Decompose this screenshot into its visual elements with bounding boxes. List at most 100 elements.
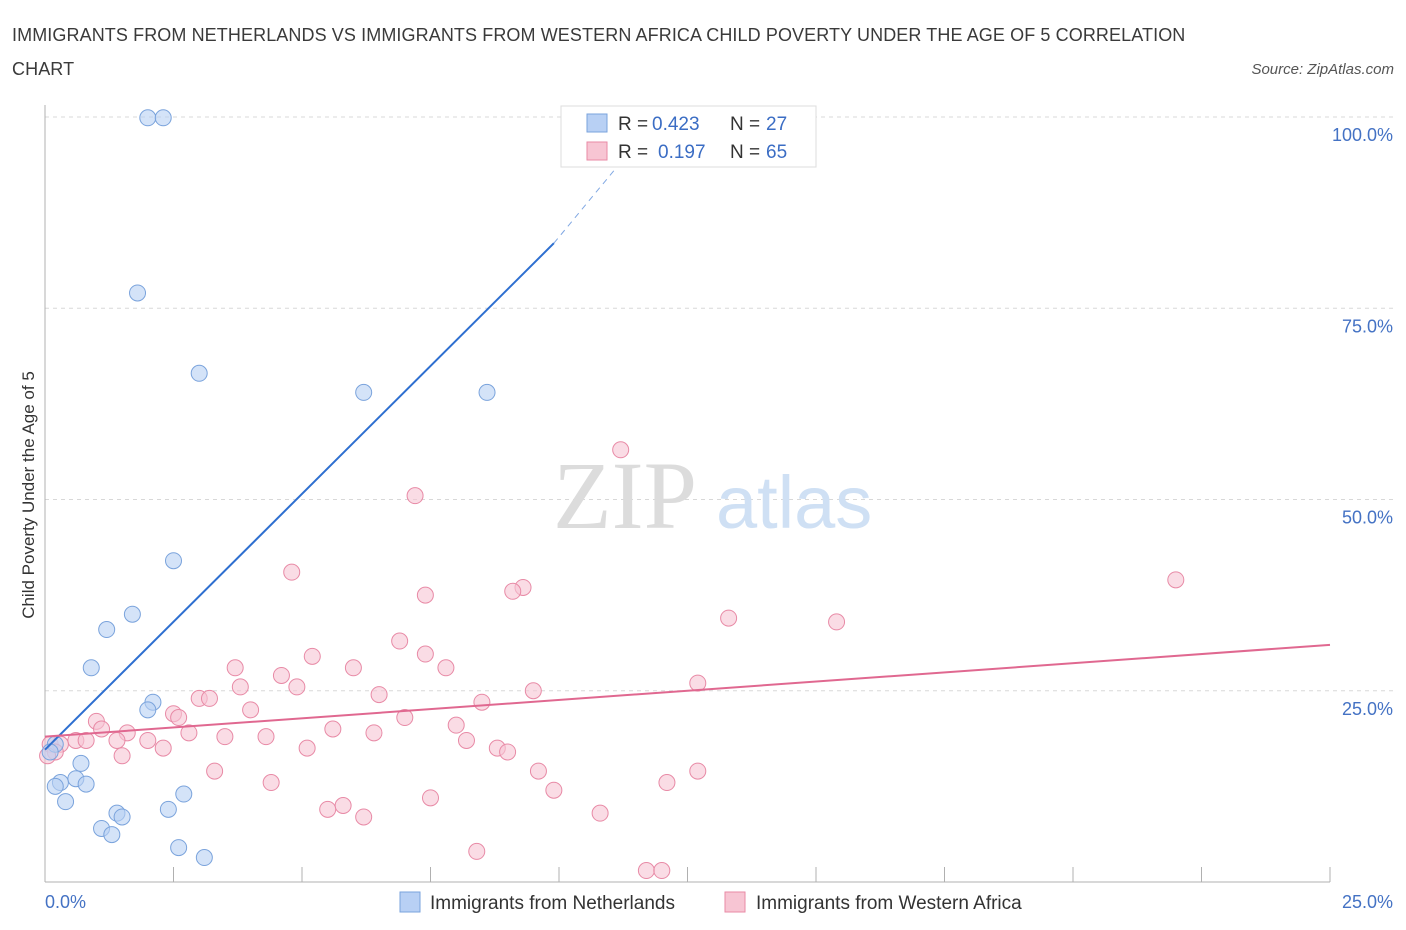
western-africa-point-56 [658, 774, 676, 792]
western-africa-point-61 [591, 804, 609, 822]
western-africa-point-35 [180, 724, 198, 742]
legend-n-value-2: 65 [766, 142, 787, 163]
western-africa-point-54 [689, 762, 707, 780]
x-tick-label-min: 0.0% [45, 892, 86, 912]
western-africa-point-57 [545, 781, 563, 799]
netherlands-point-9 [98, 621, 116, 639]
western-africa-point-24 [473, 693, 491, 711]
netherlands-point-7 [165, 552, 182, 570]
western-africa-point-15 [344, 659, 362, 677]
western-africa-point-12 [303, 647, 321, 665]
western-africa-point-9 [828, 613, 846, 631]
correlation-legend: R = 0.423 N = 27 R = 0.197 N = 65 [560, 105, 817, 168]
western-africa-point-64 [637, 862, 655, 880]
netherlands-point-8 [123, 605, 141, 623]
western-africa-point-23 [200, 689, 218, 707]
western-africa-point-11 [416, 645, 434, 663]
western-africa-trend-line [44, 643, 1331, 738]
netherlands-point-28 [195, 849, 213, 867]
legend-swatch-western-africa [586, 141, 608, 161]
western-africa-point-36 [216, 728, 234, 746]
netherlands-point-26 [103, 826, 121, 844]
y-tick-label-4: 100.0% [1332, 125, 1393, 145]
netherlands-point-19 [46, 777, 64, 795]
source-label: Source: ZipAtlas.com [1251, 61, 1394, 78]
western-africa-point-45 [154, 739, 172, 757]
western-africa-point-40 [108, 731, 126, 749]
series-netherlands-points [41, 109, 496, 867]
western-africa-point-42 [457, 731, 475, 749]
netherlands-point-15 [72, 754, 90, 772]
y-tick-label-3: 75.0% [1342, 316, 1393, 336]
western-africa-point-14 [272, 666, 290, 684]
bottom-legend-swatch-western-africa [724, 891, 746, 913]
netherlands-point-20 [175, 785, 193, 803]
legend-r-value-1: 0.423 [652, 114, 700, 135]
western-africa-point-50 [113, 747, 131, 765]
watermark: ZIP atlas [553, 442, 872, 549]
western-africa-point-31 [324, 720, 342, 738]
bottom-legend-label-western-africa: Immigrants from Western Africa [756, 893, 1022, 914]
netherlands-point-10 [82, 659, 100, 677]
chart-title: IMMIGRANTS FROM NETHERLANDS VS IMMIGRANT… [12, 25, 1186, 79]
western-africa-point-4 [283, 563, 301, 581]
western-africa-point-19 [524, 682, 542, 700]
western-africa-point-41 [139, 731, 157, 749]
y-tick-label-1: 25.0% [1342, 699, 1393, 719]
netherlands-point-21 [57, 793, 75, 811]
western-africa-point-48 [499, 743, 517, 761]
legend-swatch-netherlands [586, 113, 608, 133]
western-africa-point-53 [529, 762, 547, 780]
western-africa-point-27 [170, 709, 188, 727]
western-africa-point-59 [334, 797, 352, 814]
western-africa-point-6 [504, 582, 522, 600]
western-africa-point-25 [242, 701, 260, 719]
legend-n-value-1: 27 [766, 114, 787, 135]
legend-n-label-2: N = [730, 142, 760, 163]
western-africa-point-32 [93, 720, 111, 738]
watermark-atlas: atlas [716, 461, 872, 544]
x-tick-label-max: 25.0% [1342, 892, 1393, 912]
western-africa-point-21 [370, 686, 388, 704]
series-legend: Immigrants from Netherlands Immigrants f… [399, 891, 1022, 914]
western-africa-point-30 [447, 716, 465, 734]
netherlands-point-14 [41, 743, 59, 761]
netherlands-point-2 [154, 109, 172, 127]
netherlands-point-12 [139, 701, 157, 719]
netherlands-trend-line [44, 242, 555, 751]
netherlands-point-1 [139, 109, 157, 127]
western-africa-point-65 [653, 862, 671, 880]
netherlands-point-6 [478, 383, 496, 401]
western-africa-point-58 [422, 789, 439, 807]
western-africa-point-10 [391, 632, 409, 650]
netherlands-point-3 [129, 284, 147, 302]
trend-lines [44, 143, 1331, 751]
bottom-legend-swatch-netherlands [399, 891, 421, 913]
western-africa-point-17 [231, 678, 249, 696]
western-africa-point-46 [298, 739, 316, 757]
western-africa-point-52 [206, 762, 224, 780]
netherlands-point-22 [159, 800, 177, 818]
grid-layer [45, 116, 1393, 692]
netherlands-point-18 [77, 775, 95, 793]
western-africa-point-55 [262, 774, 280, 792]
western-africa-point-28 [396, 709, 414, 727]
western-africa-point-16 [437, 659, 455, 677]
y-tick-labels: 25.0% 50.0% 75.0% 100.0% [1332, 125, 1393, 719]
western-africa-point-1 [612, 441, 630, 459]
netherlands-point-5 [355, 383, 373, 401]
western-africa-point-37 [257, 728, 275, 746]
western-africa-point-62 [355, 808, 373, 826]
netherlands-point-4 [190, 364, 208, 382]
netherlands-point-24 [113, 808, 131, 826]
y-axis-title: Child Poverty Under the Age of 5 [19, 371, 38, 619]
western-africa-point-3 [1167, 571, 1185, 589]
bottom-legend-label-netherlands: Immigrants from Netherlands [430, 893, 675, 914]
western-africa-point-7 [416, 586, 434, 604]
western-africa-point-60 [319, 800, 337, 818]
legend-n-label-1: N = [730, 114, 760, 135]
legend-r-value-2: 0.197 [658, 142, 706, 163]
series-western-africa-points [39, 441, 1185, 880]
western-africa-point-2 [406, 487, 424, 505]
